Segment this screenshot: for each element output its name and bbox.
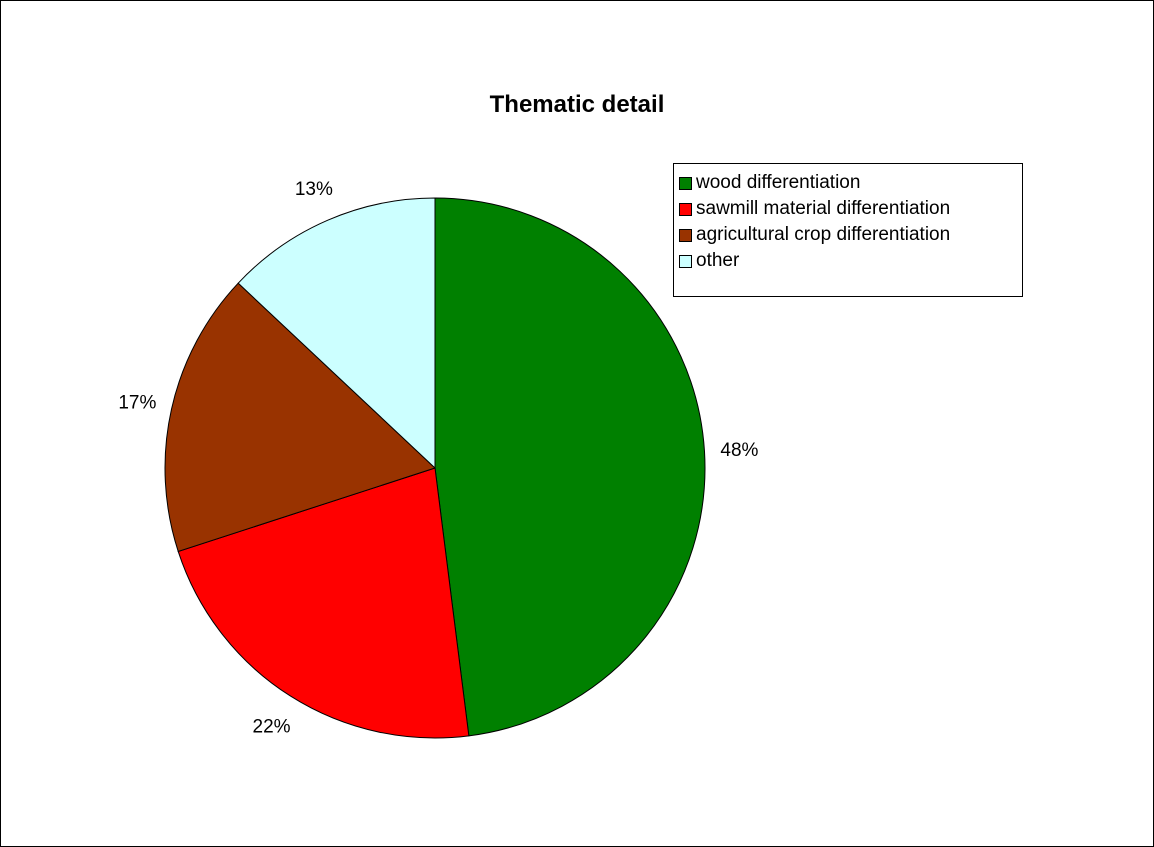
data-label-wood: 48% xyxy=(720,440,758,461)
legend-item-other: other xyxy=(674,248,1022,274)
pie-slice-sawmill xyxy=(177,467,470,739)
legend-item-wood: wood differentiation xyxy=(674,170,1022,196)
legend-swatch-agricultural xyxy=(679,228,692,242)
data-label-sawmill: 22% xyxy=(253,717,291,738)
pie-slice-other xyxy=(237,197,436,470)
legend: wood differentiation sawmill material di… xyxy=(673,163,1023,297)
legend-label-agricultural: agricultural crop differentiation xyxy=(696,224,951,245)
legend-swatch-other xyxy=(679,254,692,268)
legend-label-other: other xyxy=(696,250,740,271)
chart-title: Thematic detail xyxy=(489,91,665,118)
legend-item-agricultural: agricultural crop differentiation xyxy=(674,222,1022,248)
legend-swatch-wood xyxy=(679,176,692,190)
pie-slice-agricultural xyxy=(164,282,436,553)
pie-slice-wood xyxy=(434,197,706,737)
data-label-other: 13% xyxy=(295,179,333,200)
legend-label-sawmill: sawmill material differentiation xyxy=(696,198,951,219)
data-label-agricultural: 17% xyxy=(118,392,156,413)
legend-item-sawmill: sawmill material differentiation xyxy=(674,196,1022,222)
legend-label-wood: wood differentiation xyxy=(696,172,861,193)
legend-swatch-sawmill xyxy=(679,202,692,216)
pie-slices xyxy=(164,197,706,739)
pie-data-labels: 48% 22% 17% 13% xyxy=(118,179,758,737)
